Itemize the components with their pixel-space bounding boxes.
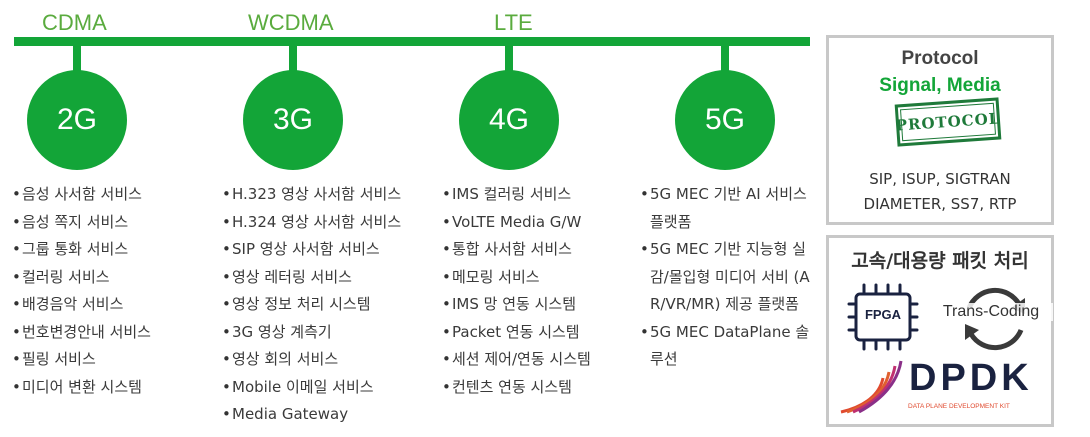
fpga-label: FPGA xyxy=(864,307,902,322)
timeline-bar xyxy=(14,37,810,46)
transcoding-label: Trans-Coding xyxy=(929,303,1053,321)
list-item: 컬러링 서비스 xyxy=(12,264,151,292)
list-item: 그룹 통화 서비스 xyxy=(12,236,151,264)
list-item: 미디어 변환 시스템 xyxy=(12,374,151,402)
list-item: VoLTE Media G/W xyxy=(442,209,591,237)
generation-circle-3g: 3G xyxy=(243,70,343,170)
timeline-stem-2g xyxy=(73,46,81,72)
tech-label-cdma: CDMA xyxy=(42,10,107,35)
list-item: 메모링 서비스 xyxy=(442,264,591,292)
list-item: 음성 사서함 서비스 xyxy=(12,181,151,209)
list-item: Media Gateway xyxy=(222,401,401,429)
list-item: Mobile 이메일 서비스 xyxy=(222,374,401,402)
service-list-5g: 5G MEC 기반 AI 서비스 플랫폼 5G MEC 기반 지능형 실감/몰입… xyxy=(640,181,818,374)
timeline-stem-5g xyxy=(721,46,729,72)
list-item: 필링 서비스 xyxy=(12,346,151,374)
list-item: 통합 사서함 서비스 xyxy=(442,236,591,264)
list-item: 영상 정보 처리 시스템 xyxy=(222,291,401,319)
dpdk-logo-icon xyxy=(840,360,903,414)
list-item: H.324 영상 사서함 서비스 xyxy=(222,209,401,237)
list-item: 컨텐츠 연동 시스템 xyxy=(442,374,591,402)
generation-circle-5g: 5G xyxy=(675,70,775,170)
list-item: 5G MEC 기반 지능형 실감/몰입형 미디어 서비 (AR/VR/MR) 제… xyxy=(640,236,818,319)
dpdk-wordmark: DPDK xyxy=(909,357,1033,399)
list-item: SIP 영상 사서함 서비스 xyxy=(222,236,401,264)
list-item: Packet 연동 시스템 xyxy=(442,319,591,347)
list-item: 배경음악 서비스 xyxy=(12,291,151,319)
list-item: 영상 레터링 서비스 xyxy=(222,264,401,292)
list-item: 5G MEC DataPlane 솔루션 xyxy=(640,319,818,374)
list-item: 5G MEC 기반 AI 서비스 플랫폼 xyxy=(640,181,818,236)
generation-circle-2g: 2G xyxy=(27,70,127,170)
list-item: 영상 회의 서비스 xyxy=(222,346,401,374)
tech-label-lte: LTE xyxy=(494,10,533,35)
packet-processing-panel: 고속/대용량 패킷 처리 FPGA Trans-Coding DPDK DATA… xyxy=(826,235,1054,427)
protocol-title: Protocol xyxy=(901,48,979,69)
service-list-3g: H.323 영상 사서함 서비스 H.324 영상 사서함 서비스 SIP 영상… xyxy=(222,181,401,429)
protocol-line-2: DIAMETER, SS7, RTP xyxy=(863,195,1017,213)
service-list-2g: 음성 사서함 서비스 음성 쪽지 서비스 그룹 통화 서비스 컬러링 서비스 배… xyxy=(12,181,151,401)
list-item: IMS 망 연동 시스템 xyxy=(442,291,591,319)
list-item: 음성 쪽지 서비스 xyxy=(12,209,151,237)
list-item: IMS 컬러링 서비스 xyxy=(442,181,591,209)
list-item: 세션 제어/연동 시스템 xyxy=(442,346,591,374)
service-list-4g: IMS 컬러링 서비스 VoLTE Media G/W 통합 사서함 서비스 메… xyxy=(442,181,591,401)
dpdk-subtitle: DATA PLANE DEVELOPMENT KIT xyxy=(908,403,1010,410)
protocol-stamp: PROTOCOL xyxy=(894,97,1002,147)
list-item: H.323 영상 사서함 서비스 xyxy=(222,181,401,209)
list-item: 번호변경안내 서비스 xyxy=(12,319,151,347)
tech-label-wcdma: WCDMA xyxy=(248,10,334,35)
generation-circle-4g: 4G xyxy=(459,70,559,170)
list-item: 3G 영상 계측기 xyxy=(222,319,401,347)
protocol-line-1: SIP, ISUP, SIGTRAN xyxy=(869,170,1011,188)
timeline-stem-3g xyxy=(289,46,297,72)
protocol-panel: Protocol Signal, Media PROTOCOL SIP, ISU… xyxy=(826,35,1054,225)
timeline-stem-4g xyxy=(505,46,513,72)
fpga-chip-icon xyxy=(847,283,919,351)
protocol-subtitle: Signal, Media xyxy=(879,75,1001,96)
packet-panel-title: 고속/대용량 패킷 처리 xyxy=(851,250,1029,272)
